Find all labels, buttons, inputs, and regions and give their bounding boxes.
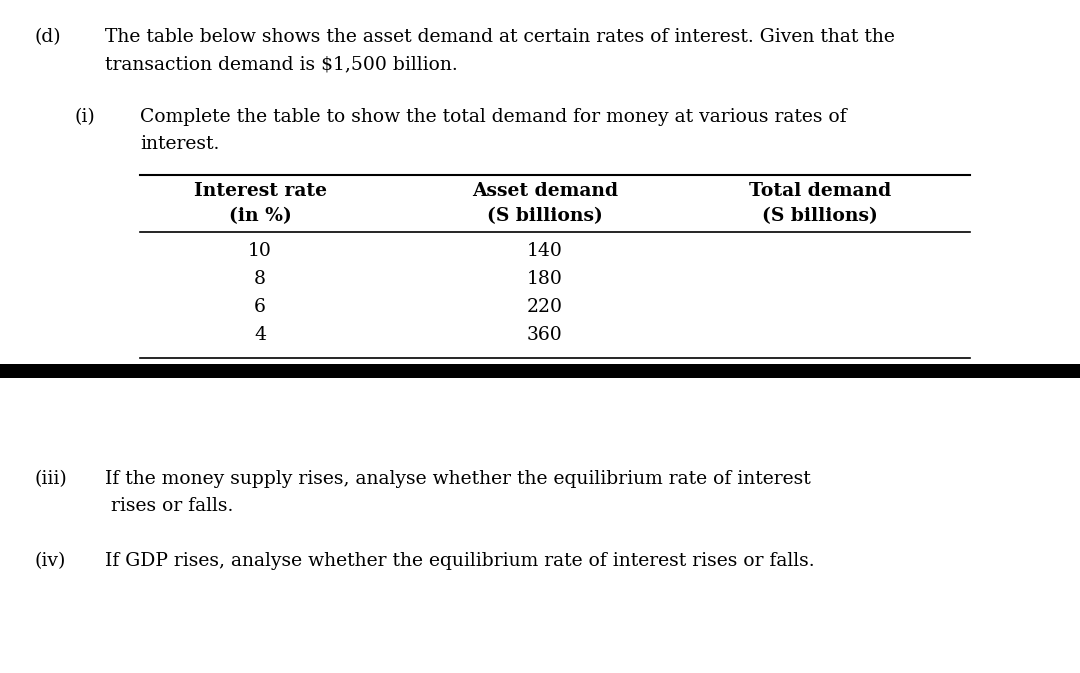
Text: transaction demand is $1,500 billion.: transaction demand is $1,500 billion. bbox=[105, 55, 458, 73]
Text: The table below shows the asset demand at certain rates of interest. Given that : The table below shows the asset demand a… bbox=[105, 28, 895, 46]
Text: 180: 180 bbox=[527, 270, 563, 288]
Text: 360: 360 bbox=[527, 326, 563, 344]
Text: (i): (i) bbox=[75, 108, 96, 126]
Bar bbox=[0, 364, 1080, 378]
Text: rises or falls.: rises or falls. bbox=[105, 497, 233, 515]
Text: (S billions): (S billions) bbox=[487, 207, 603, 225]
Text: 10: 10 bbox=[248, 242, 272, 260]
Text: (d): (d) bbox=[35, 28, 62, 46]
Text: 6: 6 bbox=[254, 298, 266, 316]
Text: If GDP rises, analyse whether the equilibrium rate of interest rises or falls.: If GDP rises, analyse whether the equili… bbox=[105, 552, 814, 570]
Text: (iii): (iii) bbox=[35, 470, 68, 488]
Text: 140: 140 bbox=[527, 242, 563, 260]
Text: interest.: interest. bbox=[140, 135, 219, 153]
Text: (iv): (iv) bbox=[35, 552, 66, 570]
Text: (S billions): (S billions) bbox=[762, 207, 878, 225]
Text: Asset demand: Asset demand bbox=[472, 182, 618, 200]
Text: 8: 8 bbox=[254, 270, 266, 288]
Text: If the money supply rises, analyse whether the equilibrium rate of interest: If the money supply rises, analyse wheth… bbox=[105, 470, 811, 488]
Text: 4: 4 bbox=[254, 326, 266, 344]
Text: (in %): (in %) bbox=[229, 207, 292, 225]
Text: Complete the table to show the total demand for money at various rates of: Complete the table to show the total dem… bbox=[140, 108, 847, 126]
Text: Total demand: Total demand bbox=[748, 182, 891, 200]
Text: Interest rate: Interest rate bbox=[193, 182, 326, 200]
Text: 220: 220 bbox=[527, 298, 563, 316]
